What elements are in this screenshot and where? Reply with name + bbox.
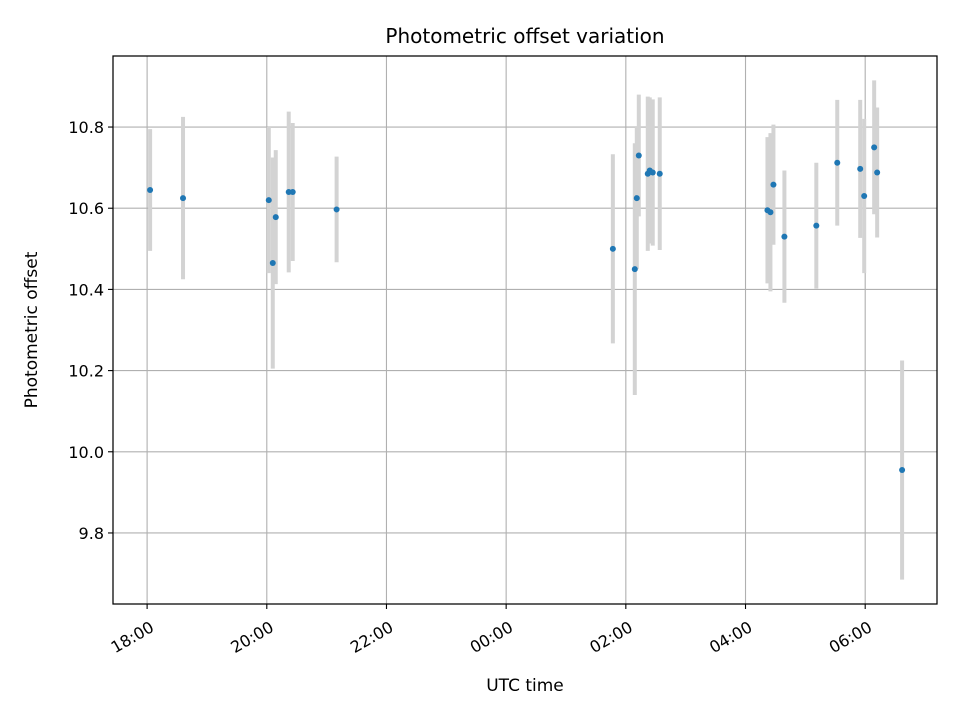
y-tick-label: 10.6 (68, 199, 104, 218)
data-point (834, 159, 841, 166)
y-tick-label: 10.4 (68, 280, 104, 299)
data-point (633, 195, 640, 202)
y-tick-label: 9.8 (79, 524, 104, 543)
data-point (265, 197, 272, 204)
plot-frame (112, 55, 938, 605)
data-point (649, 169, 656, 176)
data-point (899, 467, 906, 474)
data-point (180, 195, 187, 202)
x-tick-label: 18:00 (108, 617, 157, 657)
data-point (656, 170, 663, 177)
x-tick-label: 00:00 (467, 617, 516, 657)
data-point (781, 233, 788, 240)
x-tick-label: 02:00 (586, 617, 635, 657)
grid (113, 56, 937, 604)
data-point (770, 181, 777, 188)
data-point (609, 245, 616, 252)
data-point (635, 152, 642, 159)
x-tick-label: 22:00 (347, 617, 396, 657)
data-point (333, 206, 340, 213)
data-points (147, 144, 906, 474)
data-point (767, 209, 774, 216)
data-point (631, 266, 638, 273)
x-tick-label: 04:00 (706, 617, 755, 657)
data-point (874, 169, 881, 176)
data-point (871, 144, 878, 151)
data-point (857, 165, 864, 172)
axis-ticks: 18:00 20:00 22:00 00:00 02:00 04:00 06:00 9.8 10… (68, 118, 875, 657)
data-point (272, 214, 279, 221)
x-tick-label: 06:00 (826, 617, 875, 657)
data-point (861, 193, 868, 200)
x-tick-label: 20:00 (227, 617, 276, 657)
y-tick-label: 10.0 (68, 443, 104, 462)
y-axis-label: Photometric offset (22, 251, 42, 408)
data-point (813, 222, 820, 229)
errorbars (148, 80, 905, 580)
y-tick-label: 10.8 (68, 118, 104, 137)
y-tick-label: 10.2 (68, 362, 104, 381)
data-point (147, 186, 154, 193)
data-point (289, 188, 296, 195)
chart-title: Photometric offset variation (385, 24, 664, 48)
x-axis-label: UTC time (486, 676, 564, 696)
data-point (269, 260, 276, 267)
